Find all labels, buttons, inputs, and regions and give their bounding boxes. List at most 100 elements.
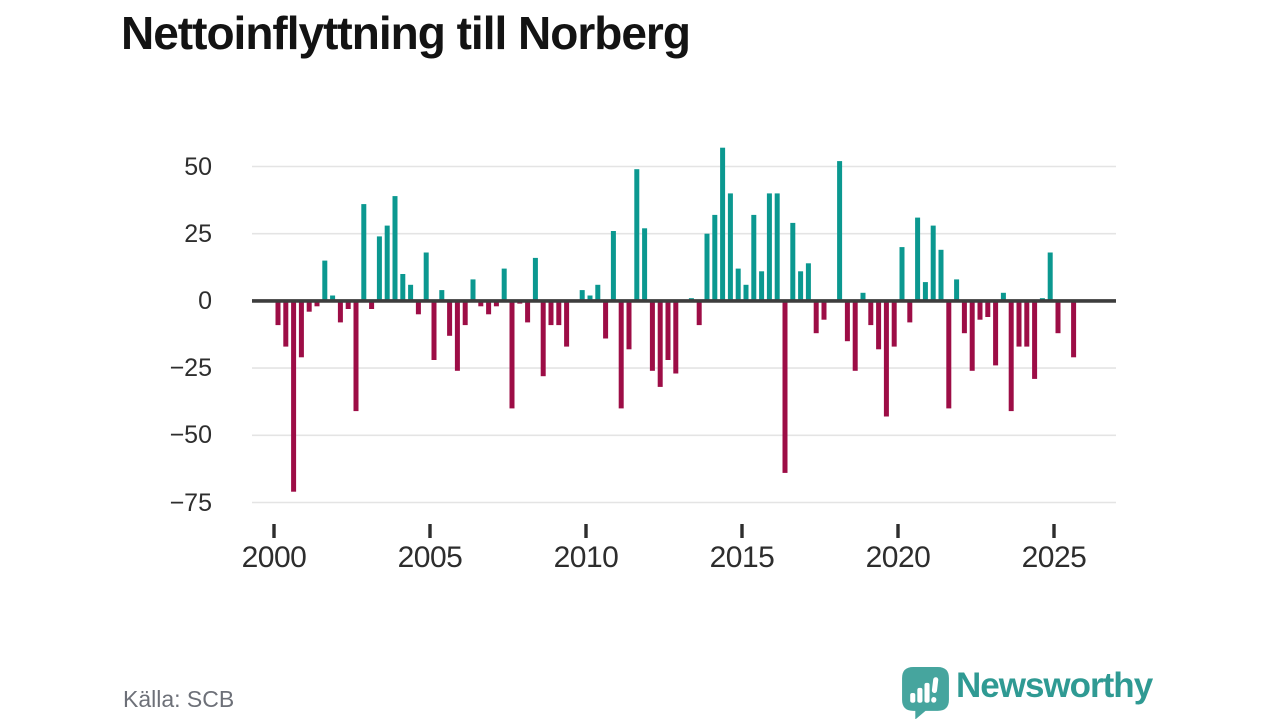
x-axis-label: 2015 [709, 541, 775, 574]
bar [595, 284, 601, 301]
bar [969, 300, 975, 371]
x-tick-mark [1052, 524, 1056, 538]
bar [946, 300, 952, 409]
bar [712, 214, 718, 301]
bar [915, 217, 921, 301]
x-axis-label: 2005 [397, 541, 463, 574]
bar [930, 225, 936, 301]
newsworthy-bubble-chart-icon [902, 667, 949, 719]
bar [634, 169, 640, 301]
bar [1000, 292, 1006, 301]
source-caption: Källa: SCB [123, 686, 235, 712]
bar [322, 260, 328, 301]
page-title: Nettoinflyttning till Norberg [121, 7, 691, 59]
bar [361, 204, 367, 301]
bar [415, 300, 421, 315]
bar [649, 300, 655, 371]
bar [922, 282, 928, 301]
bar [423, 252, 429, 301]
bar [891, 300, 897, 347]
bar [501, 268, 507, 301]
bar [462, 300, 468, 326]
bar [735, 268, 741, 301]
bar [798, 271, 804, 301]
bar [743, 284, 749, 301]
bar [400, 274, 406, 301]
y-axis-label: 25 [184, 219, 212, 248]
bar [337, 300, 343, 323]
y-axis-label: 50 [184, 152, 212, 181]
bar [1055, 300, 1061, 334]
bar [454, 300, 460, 371]
bar [314, 300, 320, 307]
bar [439, 290, 445, 301]
bar [509, 300, 515, 409]
bar [626, 300, 632, 350]
bar [345, 300, 351, 309]
x-tick-mark [584, 524, 588, 538]
bar [587, 295, 593, 301]
bar [985, 300, 991, 317]
x-axis-label: 2025 [1021, 541, 1087, 574]
bar [579, 290, 585, 301]
bar [330, 295, 336, 301]
bar [384, 225, 390, 301]
y-axis-label: −50 [169, 421, 212, 450]
bar [642, 228, 648, 301]
bar [298, 300, 304, 358]
bar [860, 292, 866, 301]
x-tick-mark [272, 524, 276, 538]
bar [961, 300, 967, 334]
bar [844, 300, 850, 342]
bar [657, 300, 663, 387]
bar-chart [252, 140, 1116, 540]
x-axis-label: 2020 [865, 541, 931, 574]
bar [618, 300, 624, 409]
bar [899, 247, 905, 301]
bar [993, 300, 999, 366]
bar [774, 193, 780, 301]
x-axis-label: 2010 [553, 541, 619, 574]
bar [1016, 300, 1022, 347]
newsworthy-wordmark: Newsworthy [956, 666, 1153, 705]
bar [548, 300, 554, 326]
bar [353, 300, 359, 412]
x-tick-mark [428, 524, 432, 538]
bar [852, 300, 858, 371]
bar [759, 271, 765, 301]
bar [1032, 300, 1038, 379]
bar [369, 300, 375, 309]
bar [766, 193, 772, 301]
y-axis-label: −75 [169, 488, 212, 517]
bar [493, 300, 499, 307]
y-axis-label: −25 [169, 354, 212, 383]
bar [556, 300, 562, 326]
bar [790, 222, 796, 301]
y-axis-label: 0 [198, 286, 212, 315]
bar [977, 300, 983, 320]
bar [525, 300, 531, 323]
bar [564, 300, 570, 347]
bar [291, 300, 297, 492]
bar [954, 279, 960, 301]
bar [275, 300, 281, 326]
bar [938, 249, 944, 301]
bar [704, 233, 710, 301]
x-tick-mark [896, 524, 900, 538]
bar [532, 257, 538, 301]
bar [821, 300, 827, 320]
bar [540, 300, 546, 377]
bar [720, 147, 726, 301]
bar [447, 300, 453, 336]
bar [805, 263, 811, 301]
bar [603, 300, 609, 339]
bar [478, 300, 484, 307]
bar [673, 300, 679, 374]
bar [408, 284, 414, 301]
bar [837, 161, 843, 301]
bar [470, 279, 476, 301]
bar [665, 300, 671, 360]
bar [1024, 300, 1030, 347]
bar [1008, 300, 1014, 412]
x-tick-mark [740, 524, 744, 538]
